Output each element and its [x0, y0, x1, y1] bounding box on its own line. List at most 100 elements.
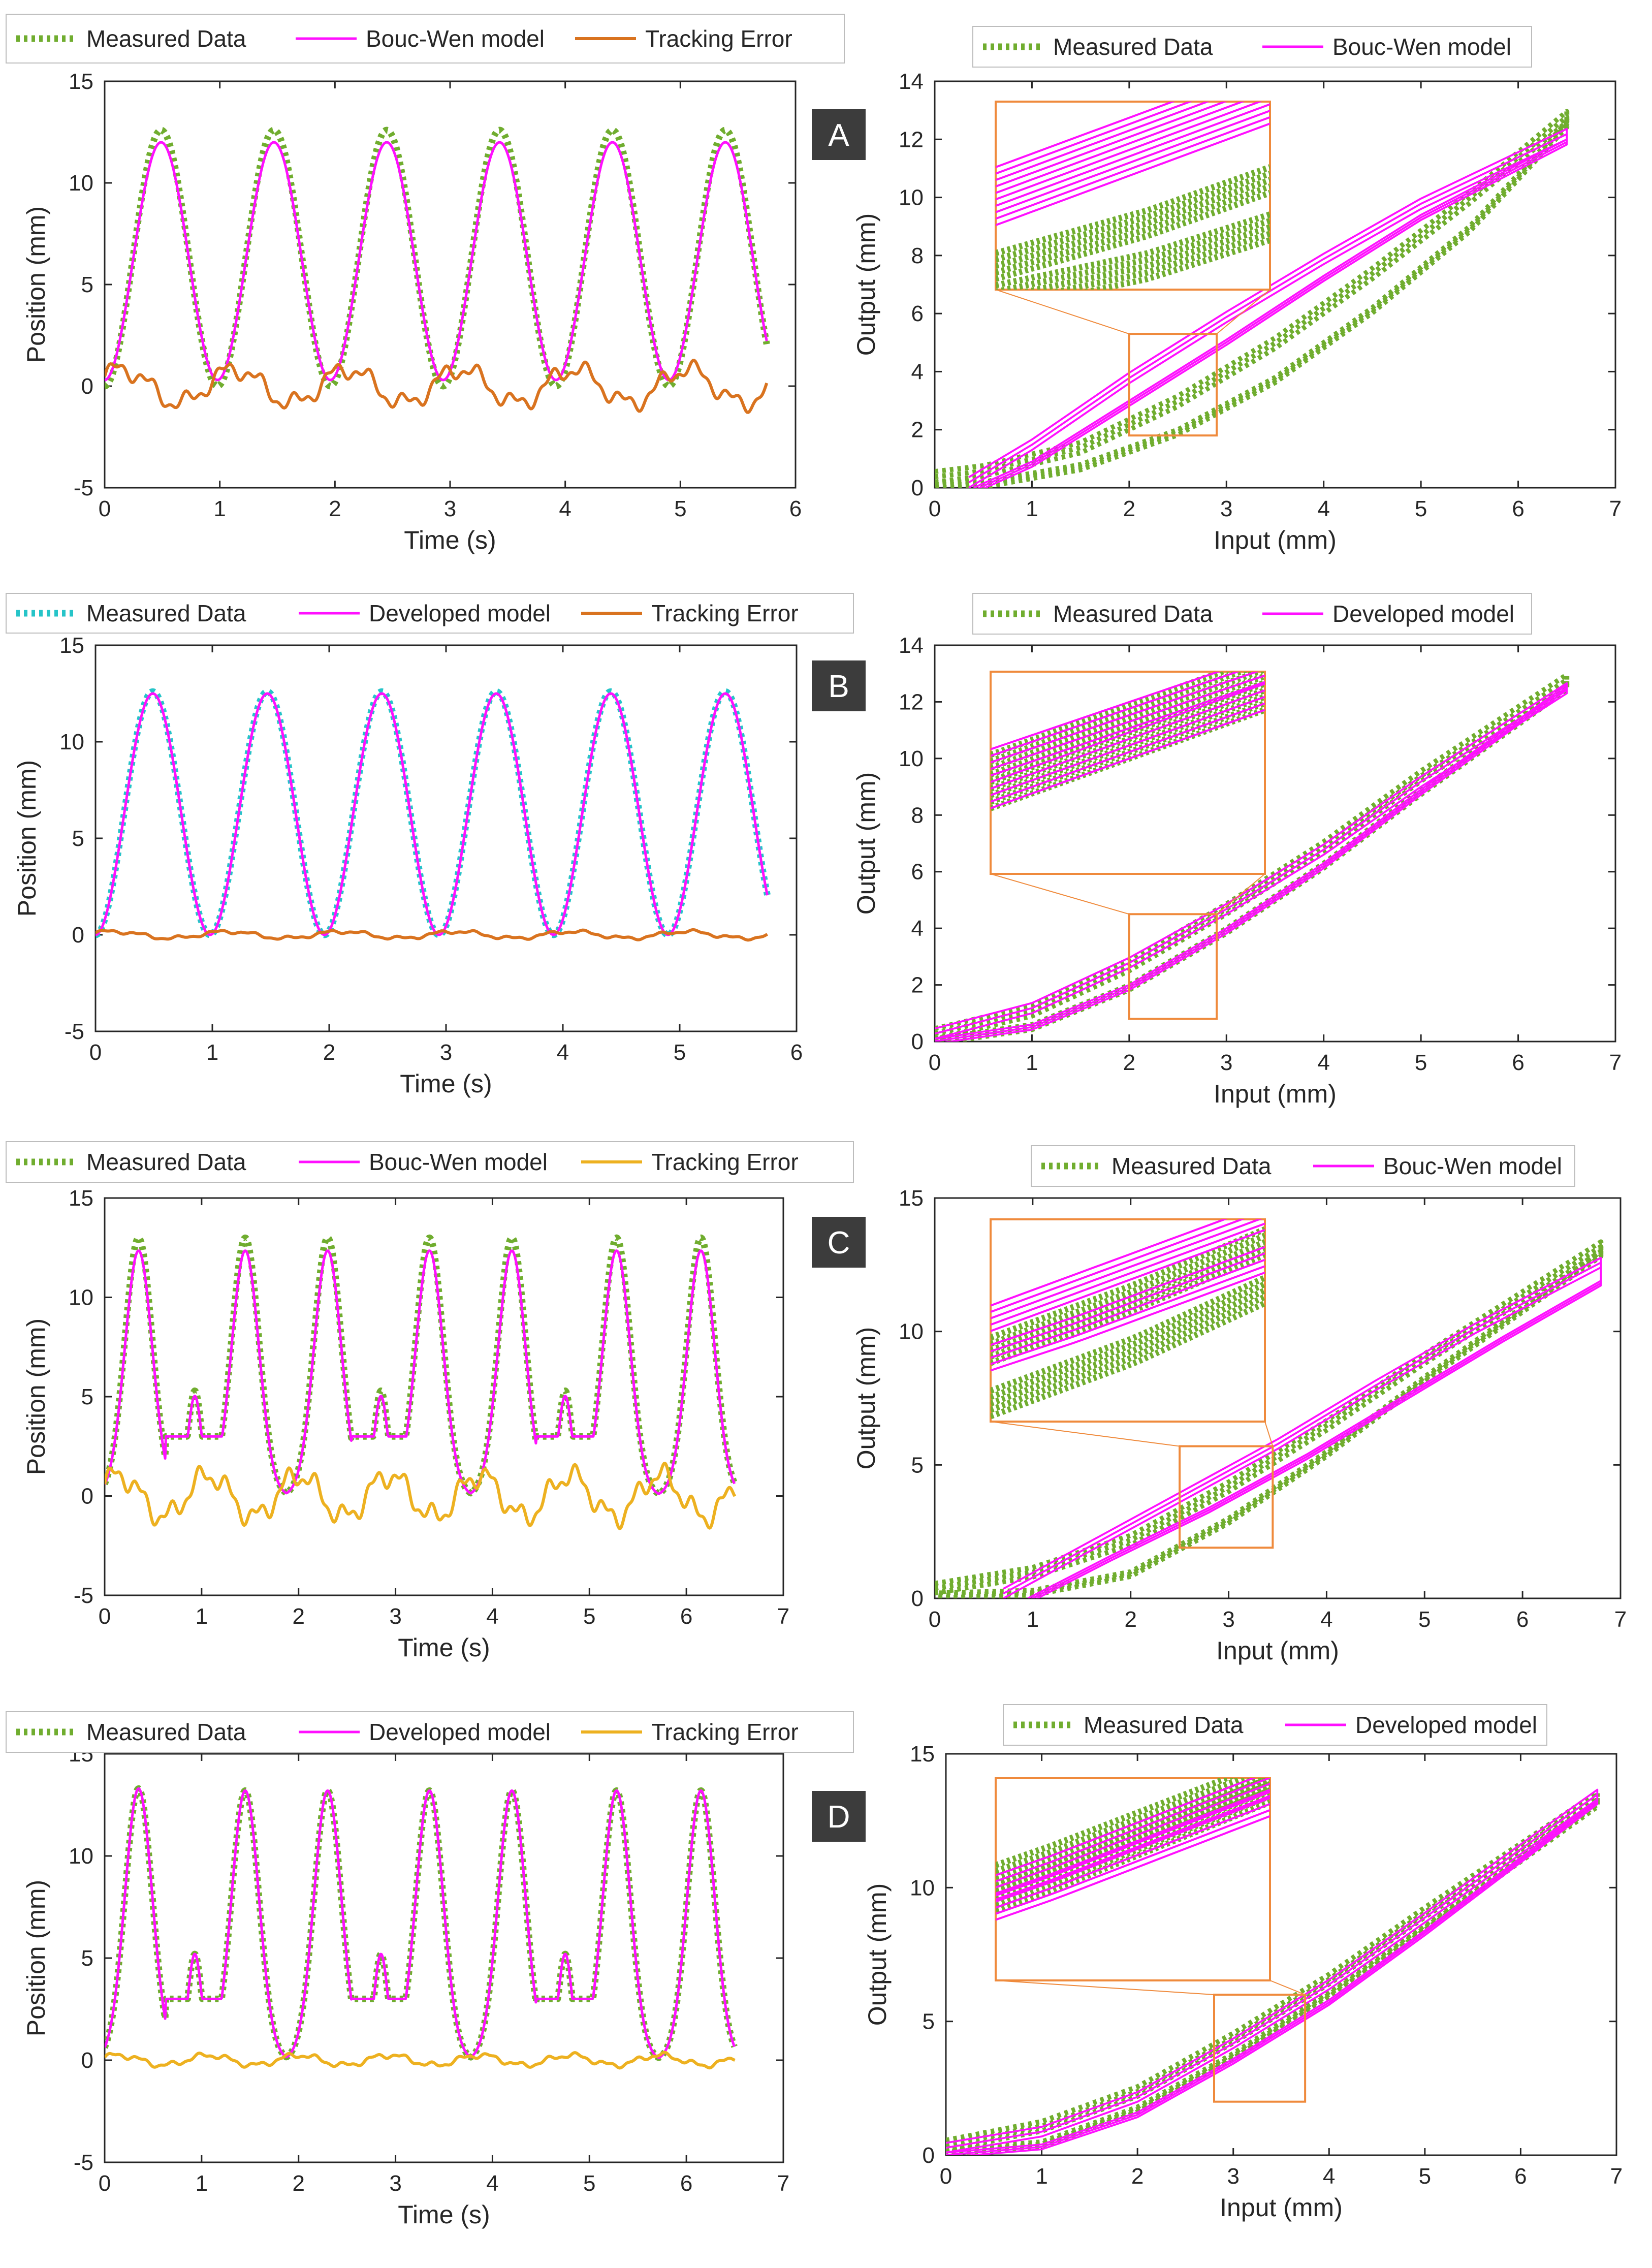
legend-label: Tracking Error [645, 25, 792, 52]
zoom-box [1179, 1445, 1274, 1549]
x-tick-label: 3 [389, 1604, 401, 1629]
legend-label: Bouc-Wen model [369, 1149, 548, 1175]
panel-label-box [812, 660, 866, 711]
zoom-connector [1269, 1980, 1306, 1995]
inset-series-line [996, 110, 1270, 213]
x-tick-label: 3 [1220, 1050, 1232, 1075]
legend-label: Measured Data [86, 1719, 246, 1745]
y-tick-label: 15 [69, 1186, 93, 1211]
x-tick-label: 3 [1227, 2164, 1239, 2189]
x-tick-label: 1 [206, 1040, 218, 1065]
y-tick-label: 4 [911, 916, 924, 941]
x-tick-label: 2 [1131, 2164, 1143, 2189]
x-tick-label: 4 [1317, 1050, 1329, 1075]
legend-box [6, 1141, 854, 1183]
series-line [105, 2051, 736, 2070]
x-tick-label: 6 [680, 2171, 692, 2196]
x-axis-label: Time (s) [398, 2200, 490, 2229]
x-tick-label: 4 [559, 496, 571, 521]
x-tick-label: 6 [680, 1604, 692, 1629]
hysteresis-loop [935, 682, 1568, 1042]
inset-lines [991, 672, 1265, 811]
inset-series-line [996, 1809, 1270, 1915]
x-tick-label: 2 [1123, 1050, 1135, 1075]
y-tick-label: 5 [911, 1453, 924, 1477]
plot-data [946, 1788, 1600, 2155]
x-axis-label: Time (s) [400, 1069, 492, 1098]
y-tick-label: 14 [899, 633, 924, 658]
x-axis-label: Input (mm) [1214, 1080, 1337, 1108]
x-tick-label: 2 [292, 1604, 304, 1629]
y-tick-label: 12 [899, 689, 924, 714]
inset-series-line [991, 1239, 1265, 1353]
inset-series-line [996, 1783, 1270, 1888]
inset-lines [991, 1219, 1265, 1420]
x-axis-label: Input (mm) [1214, 526, 1337, 554]
inset-series-line [996, 102, 1263, 201]
x-tick-label: 3 [444, 496, 456, 521]
legend-label: Tracking Error [651, 1719, 799, 1745]
panel-label: A [828, 118, 849, 153]
panel-label-box [812, 109, 866, 160]
inset-series-line [996, 1803, 1270, 1909]
y-tick-label: -5 [65, 1019, 84, 1044]
legend-box [6, 14, 845, 64]
hysteresis-loop [1003, 1256, 1602, 1598]
inset-series-line [991, 1226, 1265, 1341]
x-tick-label: 6 [790, 1040, 803, 1065]
x-tick-label: 3 [1220, 496, 1232, 521]
x-tick-label: 7 [1609, 1050, 1622, 1075]
inset-series-line [996, 1778, 1270, 1882]
plot-data [105, 127, 770, 414]
legend-box [972, 26, 1532, 68]
inset-series-line [996, 102, 1176, 168]
panel-label-box [812, 1217, 866, 1268]
panel-label: C [828, 1225, 850, 1261]
x-tick-label: 5 [583, 2171, 595, 2196]
zoom-connector [1216, 873, 1265, 915]
plot-frame [94, 644, 798, 1032]
inset-series-line [996, 102, 1228, 187]
inset-lines [996, 1778, 1270, 1921]
hysteresis-loop [946, 1788, 1599, 2155]
x-tick-label: 1 [213, 496, 226, 521]
x-tick-label: 5 [583, 1604, 595, 1629]
series-line [105, 1462, 737, 1530]
y-axis-label: Position (mm) [22, 206, 50, 363]
x-tick-label: 0 [89, 1040, 102, 1065]
y-tick-label: 4 [911, 359, 924, 384]
y-tick-label: 0 [81, 1484, 93, 1509]
x-tick-label: 6 [1516, 1607, 1529, 1632]
y-axis-label: Position (mm) [13, 760, 41, 917]
x-tick-label: 1 [1027, 1607, 1039, 1632]
x-tick-label: 1 [1035, 2164, 1047, 2189]
inset-lines [996, 102, 1270, 290]
legend-label: Measured Data [86, 25, 246, 52]
y-tick-label: 10 [69, 171, 93, 196]
x-tick-label: 4 [1323, 2164, 1335, 2189]
x-tick-label: 0 [929, 1607, 941, 1632]
legend-box [972, 593, 1532, 635]
x-tick-label: 2 [1123, 496, 1135, 521]
x-tick-label: 5 [1419, 2164, 1431, 2189]
y-tick-label: 12 [899, 127, 924, 152]
x-tick-label: 7 [1609, 496, 1622, 521]
y-tick-label: 10 [899, 1319, 924, 1344]
x-tick-label: 5 [674, 496, 686, 521]
legend-label: Measured Data [86, 1149, 246, 1175]
panel-c-right: 0 1 2 3 4 5 6 7 0 5 10 15 Input (mm) Output (mm) C Meas… [812, 1145, 1627, 1665]
inset-series-line [991, 1287, 1265, 1407]
y-tick-label: 5 [923, 2009, 935, 2034]
plot-data [935, 1239, 1604, 1598]
y-tick-label: -5 [74, 476, 93, 500]
x-tick-label: 3 [389, 2171, 401, 2196]
zoom-connector [990, 1421, 1180, 1447]
zoom-connector [1216, 289, 1270, 334]
inset-series-line [996, 122, 1270, 226]
x-tick-label: 2 [323, 1040, 335, 1065]
inset-series-line [996, 171, 1270, 263]
inset-series-line [996, 1791, 1270, 1897]
zoom-box [1128, 333, 1218, 437]
plot-frame [104, 80, 797, 489]
